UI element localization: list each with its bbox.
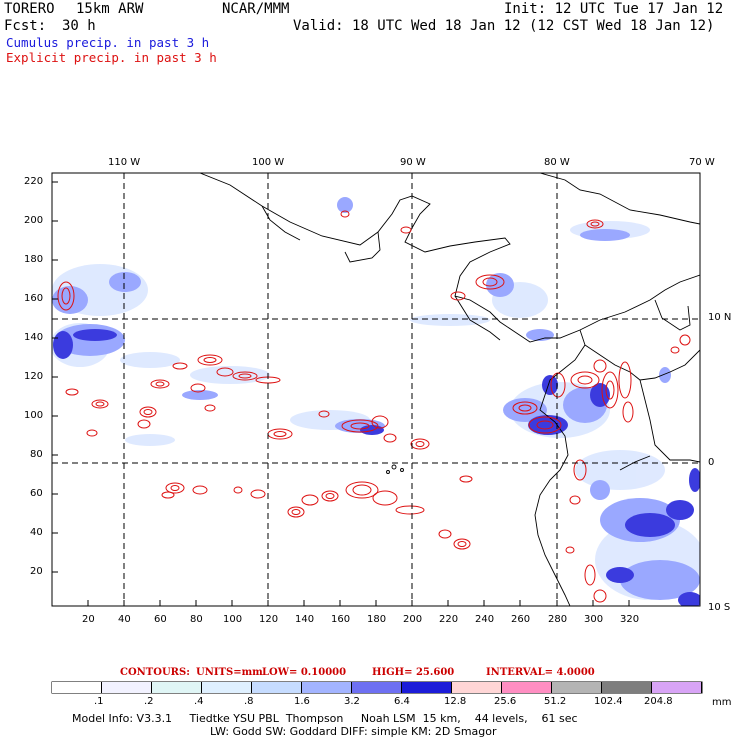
x-tick-label: 80: [190, 614, 203, 625]
x-tick-label: 140: [295, 614, 315, 625]
model-info-physics: LW: Godd SW: Goddard DIFF: simple KM: 2D…: [210, 725, 497, 738]
colorbar-label: 204.8: [644, 696, 673, 707]
x-tick-label: 60: [154, 614, 167, 625]
colorbar-swatch: [502, 682, 552, 693]
colorbar-label: 3.2: [344, 696, 360, 707]
latlon-grid: [52, 173, 700, 606]
x-tick-label: 240: [475, 614, 495, 625]
lon-label-110w: 110 W: [108, 157, 141, 168]
x-tick-label: 320: [620, 614, 640, 625]
center-name: NCAR/MMM: [222, 1, 290, 17]
colorbar-label: 1.6: [294, 696, 310, 707]
colorbar-swatch: [552, 682, 602, 693]
y-tick-label: 140: [24, 332, 44, 343]
contour-low: LOW= 0.10000: [262, 667, 347, 678]
lat-label-0: 0: [708, 457, 715, 468]
colorbar-swatch: [252, 682, 302, 693]
contour-interval: INTERVAL= 4.0000: [486, 667, 595, 678]
init-time: Init: 12 UTC Tue 17 Jan 12: [504, 1, 724, 17]
x-tick-label: 100: [223, 614, 243, 625]
lat-label-10n: 10 N: [708, 312, 732, 323]
contour-units: UNITS=mm: [196, 667, 263, 678]
y-tick-label: 200: [24, 215, 44, 226]
colorbar-label: 25.6: [494, 696, 517, 707]
forecast-hour: 30 h: [62, 18, 96, 34]
colorbar-swatch: [402, 682, 452, 693]
forecast-label: Fcst:: [4, 18, 47, 34]
y-axis-ticks: [52, 181, 58, 573]
x-tick-label: 20: [82, 614, 95, 625]
x-tick-label: 300: [584, 614, 604, 625]
model-name: TORERO: [4, 1, 55, 17]
y-tick-label: 40: [30, 527, 43, 538]
lon-label-100w: 100 W: [252, 157, 285, 168]
colorbar-label: 102.4: [594, 696, 623, 707]
x-tick-label: 40: [118, 614, 131, 625]
colorbar-swatch: [602, 682, 652, 693]
y-tick-label: 60: [30, 488, 43, 499]
valid-time: Valid: 18 UTC Wed 18 Jan 12 (12 CST Wed …: [293, 18, 715, 34]
x-tick-label: 220: [439, 614, 459, 625]
colorbar-label: .2: [144, 696, 154, 707]
precip-shading: [52, 197, 700, 606]
y-tick-label: 220: [24, 176, 44, 187]
x-tick-label: 260: [511, 614, 531, 625]
y-tick-label: 160: [24, 293, 44, 304]
lat-label-10s: 10 S: [708, 602, 731, 613]
colorbar-swatch: [302, 682, 352, 693]
colorbar-label: .4: [194, 696, 204, 707]
y-tick-label: 100: [24, 410, 44, 421]
colorbar-label: .8: [244, 696, 254, 707]
colorbar-label: .1: [94, 696, 104, 707]
colorbar-swatch: [352, 682, 402, 693]
colorbar-swatch: [202, 682, 252, 693]
colorbar-unit: mm: [712, 697, 732, 708]
colorbar-swatch: [152, 682, 202, 693]
y-tick-label: 80: [30, 449, 43, 460]
model-resolution: 15km ARW: [76, 1, 144, 17]
lon-label-80w: 80 W: [544, 157, 570, 168]
explicit-contours: [57, 210, 691, 603]
colorbar-label: 51.2: [544, 696, 567, 707]
contour-label: CONTOURS:: [120, 667, 190, 678]
x-tick-label: 120: [259, 614, 279, 625]
cumulus-legend: Cumulus precip. in past 3 h: [6, 35, 210, 50]
x-tick-label: 280: [548, 614, 568, 625]
contour-high: HIGH= 25.600: [372, 667, 455, 678]
y-tick-label: 180: [24, 254, 44, 265]
colorbar-labels: .1 .2 .4 .8 1.6 3.2 6.4 12.8 25.6 51.2 102.4 204.8: [52, 697, 702, 709]
x-tick-label: 180: [367, 614, 387, 625]
colorbar-label: 6.4: [394, 696, 410, 707]
lon-label-70w: 70 W: [689, 157, 715, 168]
lon-label-90w: 90 W: [400, 157, 426, 168]
colorbar-swatch: [102, 682, 152, 693]
colorbar-swatch: [652, 682, 702, 693]
x-tick-label: 200: [403, 614, 423, 625]
model-info: Model Info: V3.3.1 Tiedtke YSU PBL Thomp…: [72, 712, 578, 725]
colorbar: [52, 682, 702, 693]
colorbar-swatch: [452, 682, 502, 693]
colorbar-swatch: [52, 682, 102, 693]
explicit-legend: Explicit precip. in past 3 h: [6, 50, 217, 65]
coastlines: [199, 173, 700, 606]
x-tick-label: 160: [331, 614, 351, 625]
x-axis-ticks: [87, 600, 630, 606]
y-tick-label: 120: [24, 371, 44, 382]
colorbar-label: 12.8: [444, 696, 467, 707]
y-tick-label: 20: [30, 566, 43, 577]
